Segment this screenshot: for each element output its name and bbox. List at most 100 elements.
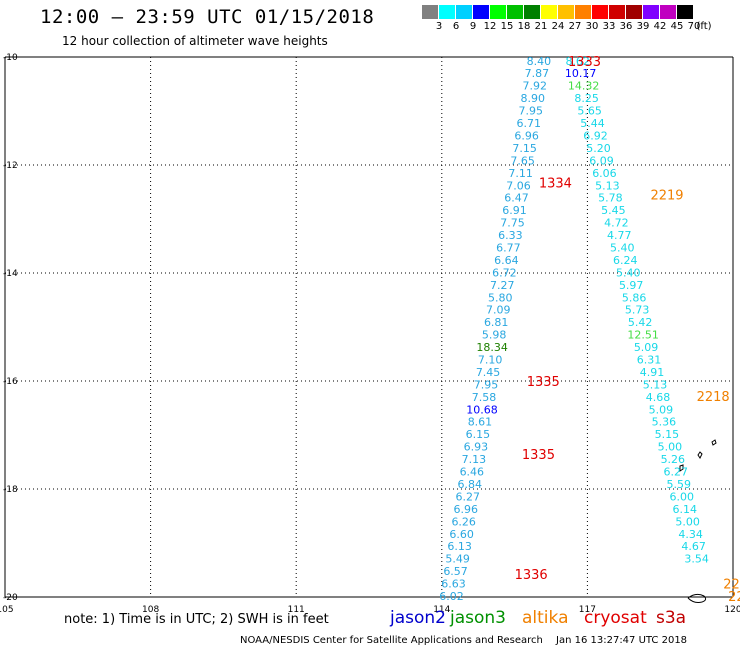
wave-height-value: 7.87 [525, 67, 550, 80]
color-scale-label: 24 [551, 21, 565, 32]
wave-height-value: 5.44 [580, 117, 605, 130]
color-scale-swatch [541, 5, 558, 19]
wave-height-value: 6.15 [466, 428, 491, 441]
wave-height-value: 6.27 [456, 490, 481, 503]
footer-timestamp: Jan 16 13:27:47 UTC 2018 [556, 635, 688, 646]
pass-number-label: 1335 [527, 375, 560, 390]
wave-height-value: 7.65 [510, 154, 535, 167]
wave-height-value: 7.11 [508, 167, 533, 180]
color-scale-swatch [473, 5, 490, 19]
wave-height-value: 4.77 [607, 229, 632, 242]
color-scale-label: 15 [500, 21, 514, 32]
note-text: note: 1) Time is in UTC; 2) SWH is in fe… [64, 612, 329, 627]
wave-height-value: 14.32 [568, 80, 600, 93]
wave-height-value: 6.09 [589, 154, 614, 167]
wave-height-value: 5.97 [619, 279, 644, 292]
color-scale-label: 18 [517, 21, 531, 32]
wave-height-value: 7.09 [486, 304, 511, 317]
lat-tick-label: -16 [3, 377, 18, 387]
footer-credit: NOAA/NESDIS Center for Satellite Applica… [240, 635, 543, 646]
coastline-mainland [687, 593, 707, 603]
wave-height-value: 7.13 [462, 453, 487, 466]
legend-item-jason3: jason3 [450, 608, 506, 628]
map-grid [4, 56, 734, 598]
wave-height-value: 6.06 [592, 167, 617, 180]
wave-height-value: 6.64 [494, 254, 519, 267]
color-scale-swatch [660, 5, 677, 19]
lat-tick-label: -10 [3, 53, 18, 63]
wave-height-value: 6.46 [460, 466, 485, 479]
color-scale-swatch [439, 5, 456, 19]
wave-height-value: 7.45 [476, 366, 501, 379]
wave-height-value: 6.57 [443, 565, 468, 578]
color-scale-swatch [643, 5, 660, 19]
color-scale-label: 6 [452, 21, 460, 32]
coastline-island [711, 439, 717, 446]
wave-height-value: 5.40 [610, 241, 635, 254]
wave-height-value: 4.91 [640, 366, 665, 379]
wave-height-value: 12.51 [627, 329, 659, 342]
wave-height-value: 5.26 [661, 453, 686, 466]
coastline-island [679, 464, 684, 472]
pass-number-label: 2217 [723, 578, 740, 593]
wave-height-value: 5.65 [577, 105, 602, 118]
pass-number-label: 2216 [728, 590, 740, 605]
color-scale-label: 12 [483, 21, 497, 32]
color-scale-swatch [490, 5, 507, 19]
wave-height-value: 7.92 [523, 80, 548, 93]
color-scale-label: 36 [619, 21, 633, 32]
wave-height-value: 6.00 [669, 490, 694, 503]
color-scale-swatch [456, 5, 473, 19]
wave-height-value: 6.93 [464, 441, 489, 454]
wave-height-value: 10.17 [565, 67, 597, 80]
lat-tick-label: -18 [3, 485, 18, 495]
wave-height-value: 4.72 [604, 217, 629, 230]
wave-height-value: 7.95 [474, 378, 499, 391]
lon-tick-label: 114 [433, 605, 450, 615]
wave-height-value: 5.15 [655, 428, 680, 441]
wave-height-value: 5.13 [595, 179, 620, 192]
wave-height-value: 5.78 [598, 192, 623, 205]
legend-item-jason2: jason2 [390, 608, 446, 628]
track-right: 8.6210.1714.328.255.655.446.925.206.096.… [565, 55, 709, 566]
lon-tick-label: 108 [142, 605, 159, 615]
wave-height-value: 5.59 [667, 478, 692, 491]
wave-height-value: 6.60 [449, 528, 474, 541]
color-scale-swatch [422, 5, 439, 19]
wave-height-value: 6.77 [496, 241, 521, 254]
wave-height-value: 6.96 [514, 129, 539, 142]
wave-height-value: 7.75 [500, 217, 525, 230]
wave-height-value: 6.47 [504, 192, 529, 205]
lon-tick-label: 105 [0, 605, 14, 615]
wave-height-value: 5.45 [601, 204, 626, 217]
pass-number-label: 2218 [697, 390, 730, 405]
lat-tick-label: -12 [3, 161, 18, 171]
wave-height-value: 6.84 [458, 478, 483, 491]
color-scale-swatch [592, 5, 609, 19]
pass-number-label: 1333 [568, 55, 601, 70]
wave-height-value: 3.54 [684, 553, 709, 566]
lon-tick-label: 117 [579, 605, 596, 615]
lat-tick-label: -20 [3, 593, 18, 603]
wave-height-value: 5.00 [675, 515, 700, 528]
pass-number-label: 1335 [522, 448, 555, 463]
color-scale-label: 3 [435, 21, 443, 32]
wave-height-value: 6.31 [637, 354, 662, 367]
wave-height-value: 5.09 [634, 341, 659, 354]
wave-height-value: 6.71 [516, 117, 541, 130]
color-scale-label: 21 [534, 21, 548, 32]
legend-item-s3a: s3a [656, 608, 687, 628]
color-scale-swatch [575, 5, 592, 19]
color-scale-swatch [558, 5, 575, 19]
wave-height-value: 6.91 [502, 204, 527, 217]
lon-tick-label: 111 [288, 605, 305, 615]
chart-subtitle: 12 hour collection of altimeter wave hei… [62, 34, 328, 48]
legend-item-altika: altika [522, 608, 569, 628]
color-scale-swatch [507, 5, 524, 19]
wave-height-value: 8.62 [565, 55, 590, 68]
color-scale-swatch [609, 5, 626, 19]
wave-height-value: 5.86 [622, 291, 647, 304]
wave-height-value: 5.36 [652, 416, 677, 429]
wave-height-value: 5.00 [658, 441, 683, 454]
